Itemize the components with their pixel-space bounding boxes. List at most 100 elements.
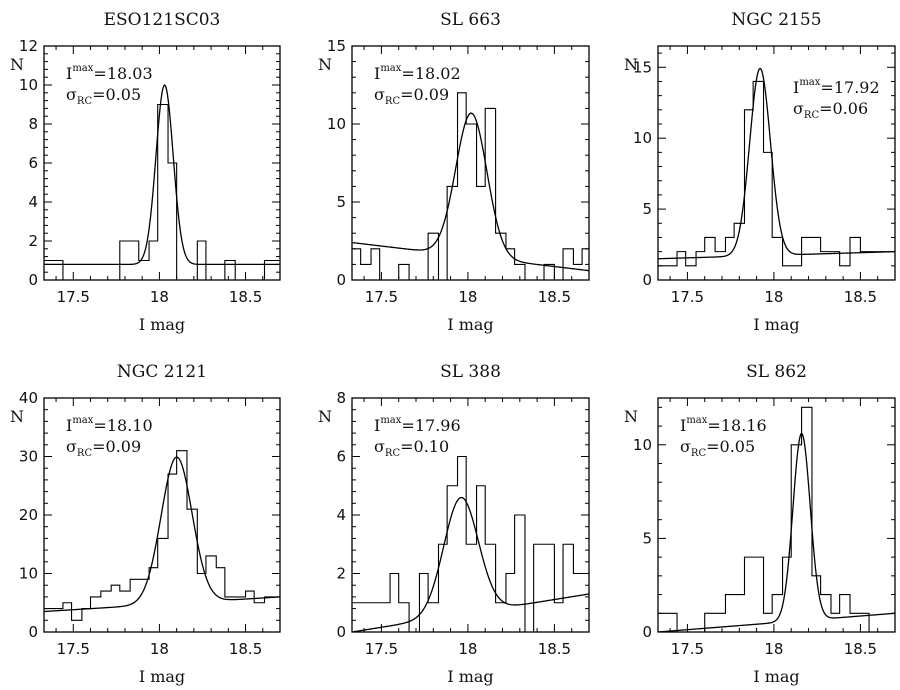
y-tick-label: 0 [642, 623, 652, 641]
y-axis-label: N [10, 55, 24, 74]
y-axis-label: N [624, 55, 638, 74]
y-tick-label: 10 [633, 129, 652, 147]
y-tick-label: 10 [327, 115, 346, 133]
fit-curve [658, 67, 895, 260]
x-axis-label: I mag [753, 667, 799, 686]
y-tick-label: 0 [336, 623, 346, 641]
chart-title: ESO121SC03 [104, 10, 221, 30]
histogram-steps [658, 406, 895, 632]
fit-curve [44, 84, 280, 266]
y-tick-label: 15 [327, 37, 346, 55]
y-tick-label: 6 [28, 154, 38, 172]
y-tick-label: 6 [336, 448, 346, 466]
plot-frame [657, 45, 896, 281]
x-tick-label: 18.5 [844, 288, 877, 306]
plot-frame [43, 45, 281, 281]
y-tick-label: 8 [336, 389, 346, 407]
peak-mag-annotation: Imax=18.03 [66, 63, 153, 83]
x-axis-label: I mag [753, 315, 799, 334]
y-tick-label: 5 [642, 200, 652, 218]
histogram-steps [44, 450, 280, 621]
y-tick-label: 15 [633, 58, 652, 76]
chart-title: SL 862 [746, 362, 807, 382]
y-tick-label: 12 [19, 37, 38, 55]
fit-curve [44, 456, 280, 613]
y-tick-label: 2 [336, 565, 346, 583]
peak-mag-annotation: Imax=17.96 [374, 415, 461, 435]
y-tick-label: 10 [19, 565, 38, 583]
x-tick-label: 18.5 [229, 640, 262, 658]
x-tick-label: 18 [150, 288, 169, 306]
y-tick-label: 40 [19, 389, 38, 407]
fit-curve [352, 496, 589, 632]
chart-panel-1: ESO121SC03 17.5 18 18.5 0 2 4 6 8 10 12N I mag Imax=… [10, 10, 281, 334]
chart-panel-5: SL 388 17.5 18 18.5 0 2 4 6 8N I mag Imax=17.96σRC… [318, 362, 590, 686]
y-tick-label: 4 [28, 193, 38, 211]
x-tick-label: 17.5 [57, 288, 90, 306]
chart-panel-3: NGC 2155 17.5 18 18.5 0 5 10 15N I mag Imax=17.92… [624, 10, 896, 334]
y-tick-label: 8 [28, 115, 38, 133]
sigma-annotation: σRC=0.09 [66, 437, 141, 459]
chart-title: NGC 2121 [117, 362, 207, 382]
sigma-annotation: σRC=0.10 [374, 437, 449, 459]
x-tick-label: 17.5 [57, 640, 90, 658]
x-tick-label: 18 [150, 640, 169, 658]
x-tick-label: 18 [458, 640, 477, 658]
x-tick-label: 17.5 [365, 640, 398, 658]
y-axis-label: N [10, 407, 24, 426]
y-tick-label: 0 [28, 623, 38, 641]
y-tick-label: 2 [28, 232, 38, 250]
y-tick-label: 0 [28, 271, 38, 289]
y-axis-label: N [318, 407, 332, 426]
y-axis-label: N [318, 55, 332, 74]
peak-mag-annotation: Imax=17.92 [793, 77, 880, 97]
x-tick-label: 17.5 [365, 288, 398, 306]
plot-frame [657, 397, 896, 633]
x-axis-label: I mag [139, 667, 185, 686]
sigma-annotation: σRC=0.06 [793, 99, 868, 121]
histogram-steps [658, 80, 895, 267]
sigma-annotation: σRC=0.09 [374, 85, 449, 107]
y-tick-label: 30 [19, 448, 38, 466]
x-tick-label: 18.5 [538, 288, 571, 306]
x-tick-label: 18.5 [538, 640, 571, 658]
y-tick-label: 10 [633, 436, 652, 454]
chart-title: NGC 2155 [731, 10, 821, 30]
peak-mag-annotation: Imax=18.10 [66, 415, 153, 435]
x-tick-label: 18.5 [844, 640, 877, 658]
y-tick-label: 20 [19, 506, 38, 524]
sigma-annotation: σRC=0.05 [66, 85, 141, 107]
y-tick-label: 5 [336, 193, 346, 211]
x-axis-label: I mag [447, 667, 493, 686]
fit-curve [658, 432, 895, 632]
x-tick-label: 18 [458, 288, 477, 306]
x-axis-label: I mag [139, 315, 185, 334]
x-tick-label: 17.5 [671, 640, 704, 658]
fit-curve [352, 112, 589, 272]
x-tick-label: 18 [764, 288, 783, 306]
y-tick-label: 0 [642, 271, 652, 289]
x-tick-label: 18.5 [229, 288, 262, 306]
histogram-steps [44, 103, 280, 280]
histogram-steps [352, 92, 589, 280]
chart-panel-2: SL 663 17.5 18 18.5 0 5 10 15N I mag Imax=18.02σR… [318, 10, 590, 334]
y-tick-label: 4 [336, 506, 346, 524]
chart-title: SL 663 [440, 10, 501, 30]
x-tick-label: 17.5 [671, 288, 704, 306]
chart-panel-6: SL 862 17.5 18 18.5 0 5 10 N I mag Imax=18.16σRC=… [624, 362, 896, 686]
plot-frame [351, 397, 590, 633]
y-tick-label: 10 [19, 76, 38, 94]
peak-mag-annotation: Imax=18.16 [680, 415, 767, 435]
y-tick-label: 0 [336, 271, 346, 289]
peak-mag-annotation: Imax=18.02 [374, 63, 461, 83]
sigma-annotation: σRC=0.05 [680, 437, 755, 459]
x-axis-label: I mag [447, 315, 493, 334]
x-tick-label: 18 [764, 640, 783, 658]
y-axis-label: N [624, 407, 638, 426]
chart-panel-4: NGC 2121 17.5 18 18.5 0 10 20 30 40N I mag Imax=18… [10, 362, 281, 686]
plot-frame [351, 45, 590, 281]
chart-title: SL 388 [440, 362, 501, 382]
y-tick-label: 5 [642, 529, 652, 547]
histogram-steps [352, 455, 589, 632]
